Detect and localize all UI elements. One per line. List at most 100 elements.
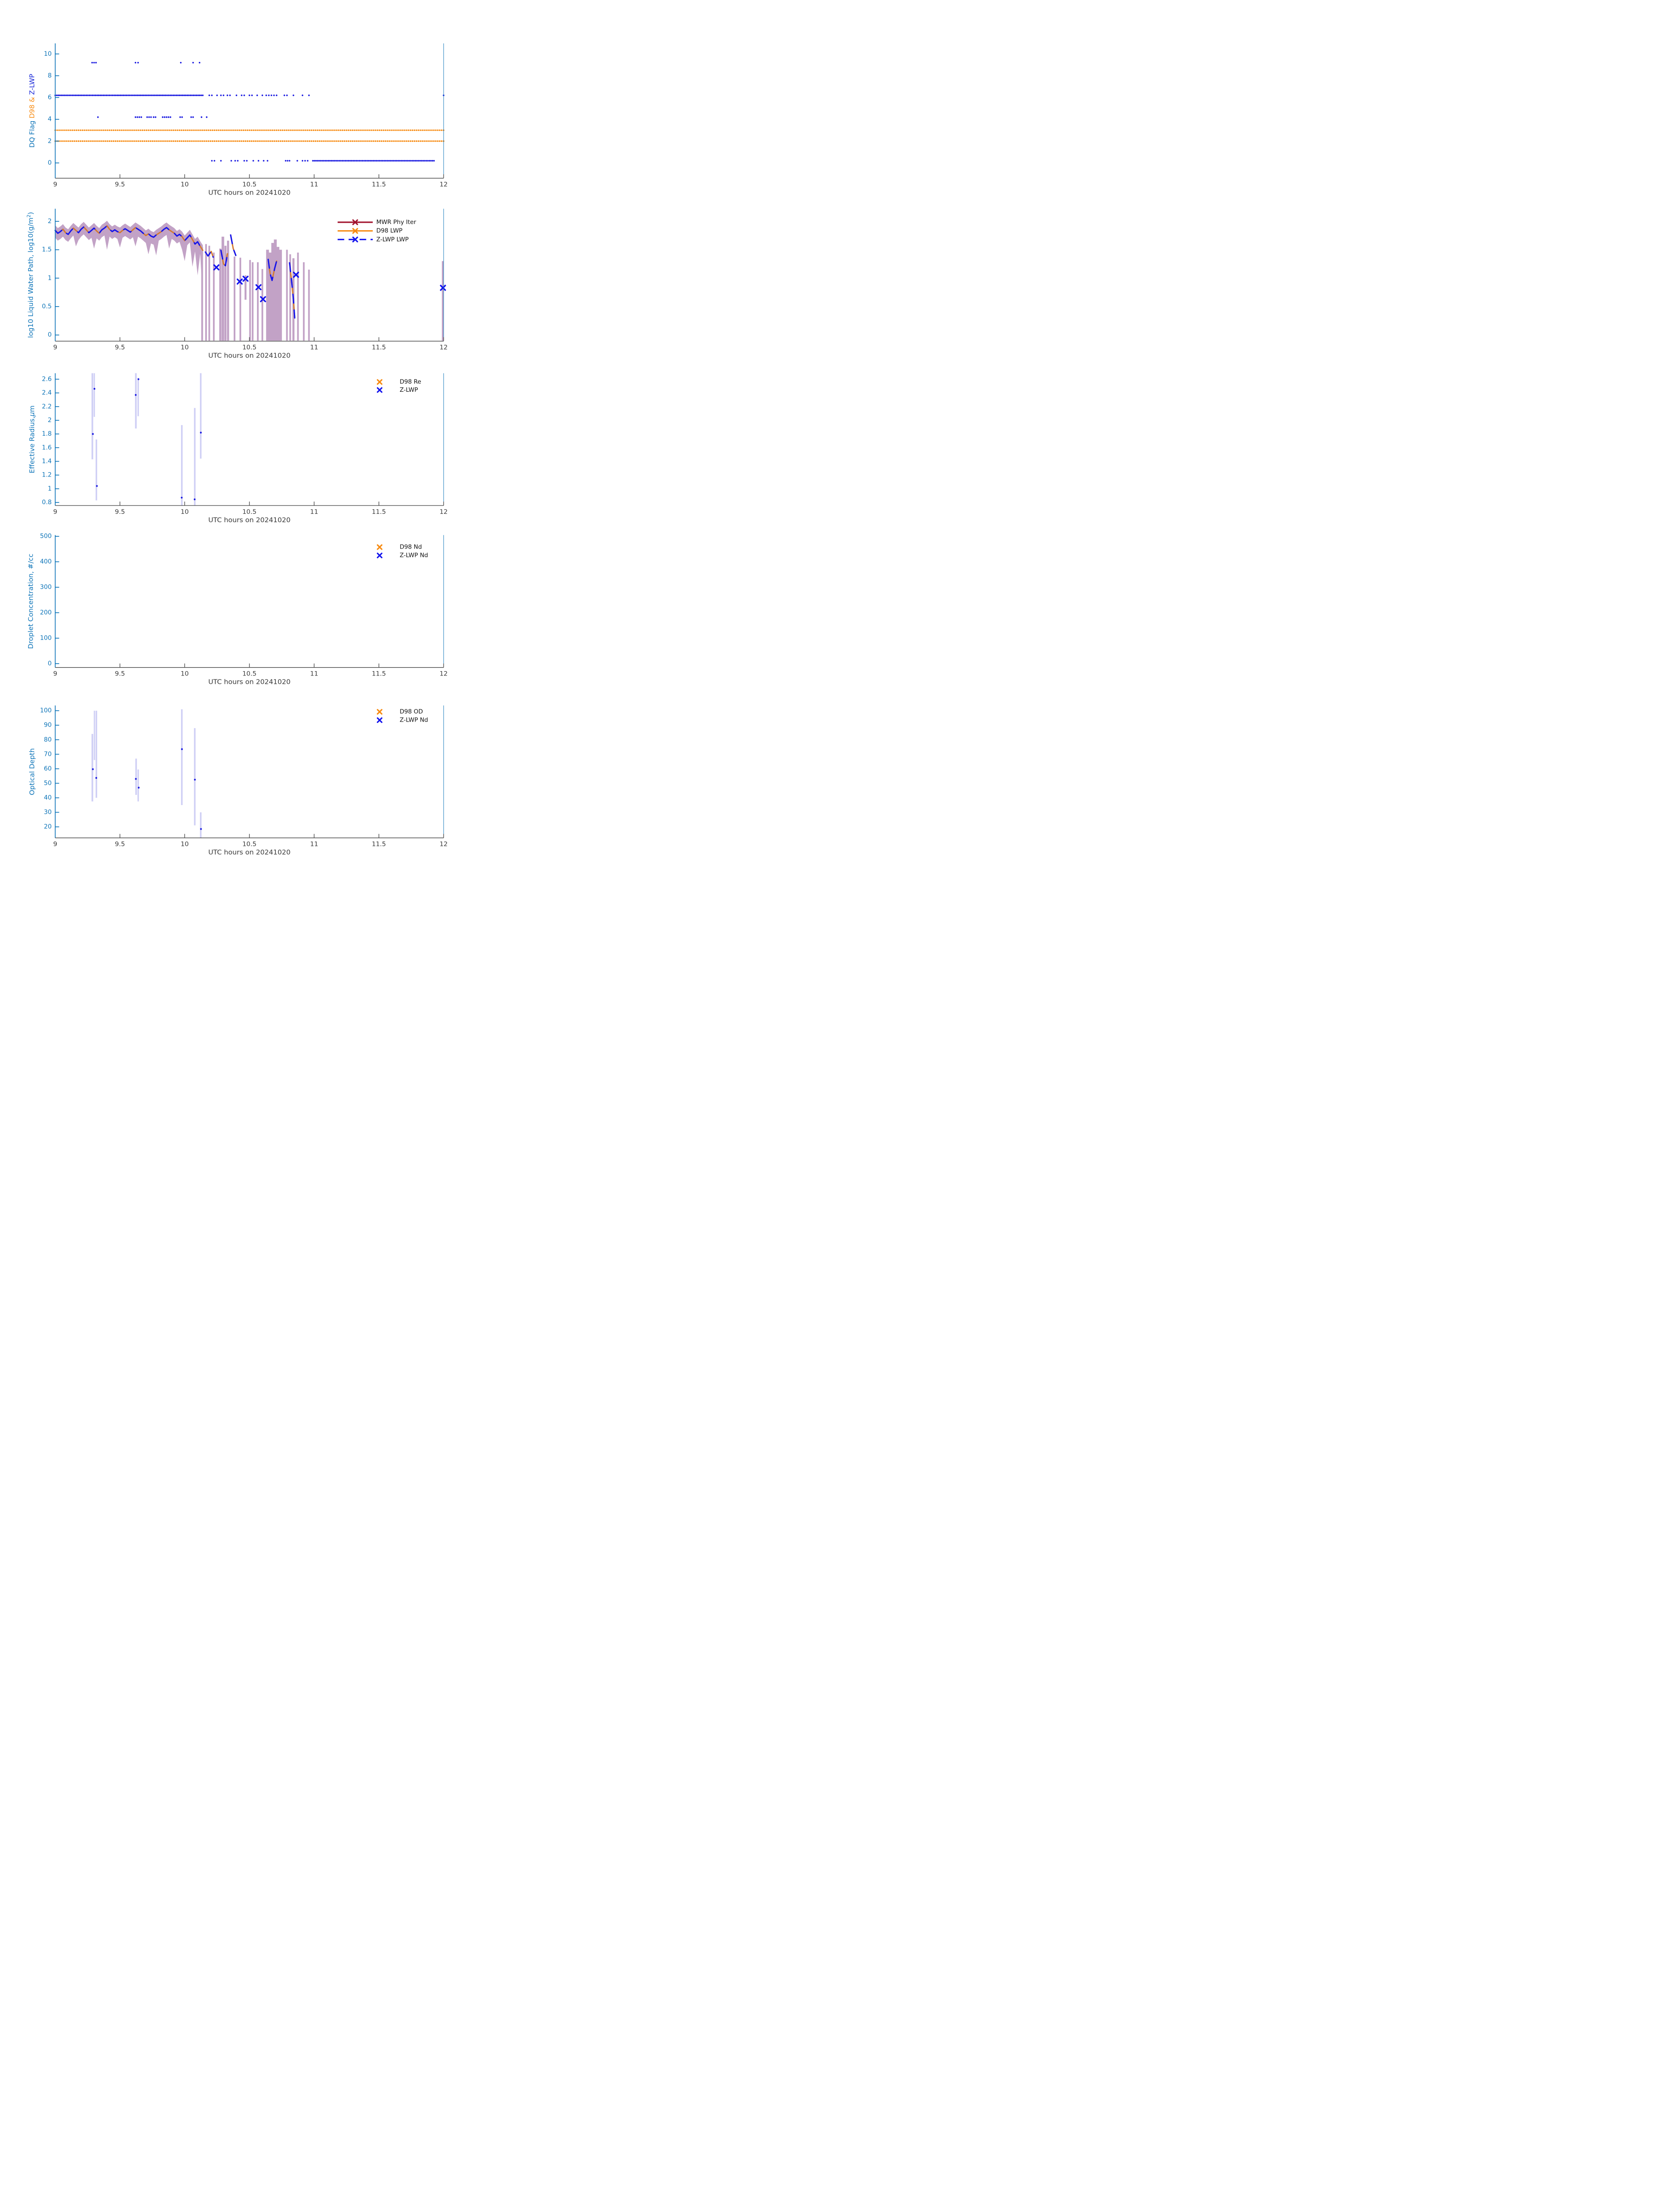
- data-dot: [163, 129, 165, 131]
- data-dot: [194, 140, 196, 142]
- data-dot: [137, 61, 139, 64]
- data-dot: [433, 129, 435, 131]
- data-dot: [62, 140, 64, 142]
- data-dot: [126, 94, 128, 96]
- data-dot: [291, 129, 293, 131]
- data-dot: [251, 94, 253, 96]
- data-dot: [384, 129, 387, 131]
- x-marker: [376, 709, 383, 715]
- data-dot: [361, 160, 364, 162]
- data-dot: [379, 129, 380, 131]
- data-dot: [112, 94, 114, 96]
- data-dot: [177, 129, 179, 131]
- data-dot: [148, 129, 149, 131]
- data-dot: [299, 140, 301, 142]
- data-dot: [56, 129, 58, 131]
- y-tick-label: 60: [44, 765, 52, 772]
- data-dot: [425, 129, 427, 131]
- data-dot: [414, 160, 416, 162]
- data-dot: [225, 129, 227, 131]
- data-dot: [398, 129, 400, 131]
- data-dot: [137, 94, 138, 96]
- data-dot: [110, 94, 112, 96]
- data-dot: [208, 140, 210, 142]
- data-dot: [178, 129, 181, 131]
- data-dot: [328, 129, 330, 131]
- legend: D98 ReZ-LWP: [376, 379, 421, 394]
- data-dot: [383, 129, 384, 131]
- data-dot: [68, 129, 70, 131]
- x-tick-label: 10.5: [242, 841, 257, 848]
- data-dot: [295, 129, 297, 131]
- data-dot: [77, 94, 79, 96]
- error-bar: [289, 254, 291, 341]
- error-bar: [94, 373, 95, 417]
- data-dot: [296, 160, 298, 162]
- data-dot: [282, 140, 283, 142]
- data-dot: [219, 129, 221, 131]
- x-tick-label: 10: [181, 344, 188, 351]
- data-dot: [241, 140, 242, 142]
- data-dot: [231, 140, 233, 142]
- error-bar: [276, 247, 279, 341]
- x-tick-label: 9.5: [115, 671, 125, 678]
- y-tick-label: 90: [44, 722, 52, 729]
- x-tick-label: 11: [310, 344, 318, 351]
- data-dot: [144, 140, 145, 142]
- data-dot: [128, 129, 130, 131]
- data-dot: [123, 94, 125, 96]
- data-dot: [161, 94, 163, 96]
- data-dot: [291, 140, 293, 142]
- data-dot: [83, 140, 85, 142]
- data-dot: [151, 129, 153, 131]
- data-dot: [431, 160, 434, 162]
- x-tick-label: 10.5: [242, 181, 257, 188]
- data-dot: [161, 140, 163, 142]
- data-dot: [279, 140, 282, 142]
- data-dot: [340, 129, 342, 131]
- error-bar: [137, 769, 139, 802]
- data-dot: [155, 116, 156, 118]
- data-dot: [423, 140, 425, 142]
- data-dot: [138, 129, 140, 131]
- data-dot: [74, 129, 76, 131]
- data-dot: [314, 129, 316, 131]
- error-bar: [200, 812, 202, 838]
- data-dot: [95, 140, 97, 142]
- data-dot: [322, 129, 324, 131]
- data-dot: [172, 94, 174, 96]
- data-dot: [124, 94, 126, 96]
- data-dot: [427, 129, 429, 131]
- data-dot: [351, 140, 353, 142]
- error-bar: [224, 246, 227, 341]
- x-marker: [376, 387, 383, 393]
- data-dot: [301, 140, 303, 142]
- data-dot: [299, 129, 301, 131]
- flag-dots-zlwp-flag-0.2-sparse: [211, 160, 309, 162]
- x-axis-label: UTC hours on 20241020: [208, 352, 290, 360]
- error-bar: [261, 269, 264, 341]
- data-dot: [332, 160, 334, 162]
- data-dot: [404, 160, 405, 162]
- data-dot: [262, 129, 264, 131]
- data-dot: [376, 129, 379, 131]
- data-dot: [336, 140, 338, 142]
- data-dot: [149, 94, 151, 96]
- data-dot: [146, 116, 148, 118]
- data-dot: [297, 140, 299, 142]
- data-dot: [130, 94, 132, 96]
- data-dot: [112, 140, 115, 142]
- x-tick-label: 11: [310, 509, 318, 516]
- data-dot: [311, 129, 313, 131]
- data-dot: [152, 94, 154, 96]
- data-dot: [101, 129, 103, 131]
- data-dot: [79, 129, 81, 131]
- data-dot: [365, 129, 367, 131]
- data-dot: [134, 116, 137, 118]
- data-dot: [181, 140, 182, 142]
- data-dot: [148, 116, 150, 118]
- data-dot: [107, 129, 108, 131]
- error-bar: [95, 439, 98, 501]
- data-dot: [79, 140, 81, 142]
- data-dot: [103, 140, 105, 142]
